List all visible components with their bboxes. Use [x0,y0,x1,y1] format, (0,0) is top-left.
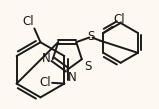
Text: N: N [42,52,51,65]
Text: Cl: Cl [113,13,125,26]
Text: S: S [87,30,94,43]
Text: Cl: Cl [22,15,34,28]
Text: Cl: Cl [40,76,51,89]
Text: N: N [68,71,77,84]
Text: S: S [84,60,91,73]
